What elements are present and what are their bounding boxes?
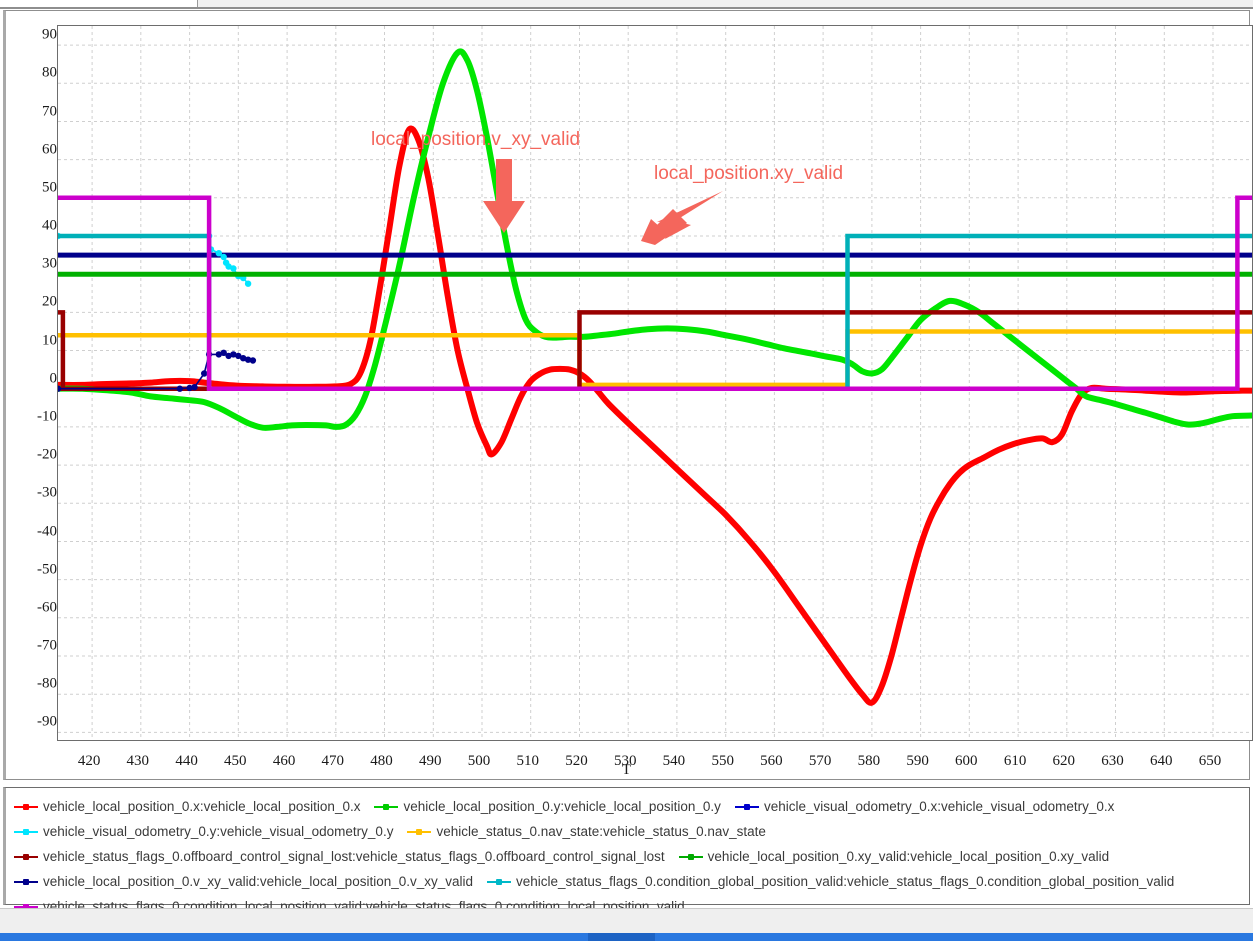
annotation-label-1: local_position.xy_valid [654, 163, 844, 184]
plot-canvas[interactable] [57, 25, 1253, 741]
legend-swatch-icon [487, 875, 512, 889]
legend-swatch-icon [374, 800, 399, 814]
taskbar-segment[interactable] [655, 933, 1253, 941]
x-axis-title: T [621, 762, 632, 778]
x-tick-label: 530 [613, 753, 637, 769]
legend-item-label: vehicle_status_flags_0.condition_global_… [516, 874, 1175, 889]
y-tick-label: 90 [42, 26, 57, 43]
window-chrome [0, 0, 1253, 8]
legend-swatch-icon [14, 900, 38, 914]
x-tick-label: 610 [1003, 753, 1027, 769]
x-axis: 420 430 440 450 460 470 480 490 500 510 520 530 540 5… [6, 747, 1253, 781]
x-tick-label: 600 [955, 753, 978, 769]
y-tick-label: -20 [37, 446, 57, 463]
legend-item-label: vehicle_local_position_0.x:vehicle_local… [43, 799, 361, 814]
y-tick-label: -30 [37, 484, 57, 501]
legend-item-label: vehicle_local_position_0.xy_valid:vehicl… [707, 849, 1110, 864]
legend-item[interactable]: vehicle_local_position_0.x:vehicle_local… [14, 799, 360, 814]
plot-panel: 90 80 70 60 50 40 30 20 10 0 -10 -20 -30 -40 -50 -60 -70… [3, 10, 1253, 781]
legend-item-label: vehicle_visual_odometry_0.x:vehicle_visu… [763, 799, 1115, 814]
legend-row: vehicle_status_flags_0.offboard_control_… [14, 844, 1241, 869]
legend-item[interactable]: vehicle_visual_odometry_0.x:vehicle_visu… [734, 799, 1115, 814]
x-tick-label: 510 [516, 753, 539, 769]
x-tick-label: 430 [126, 753, 150, 769]
y-tick-label: 80 [42, 64, 57, 81]
taskbar-segment[interactable] [0, 933, 588, 941]
x-tick-label: 650 [1198, 753, 1222, 769]
y-tick-label: 40 [42, 217, 57, 234]
x-tick-label: 560 [760, 753, 783, 769]
legend-swatch-icon [14, 850, 38, 864]
legend-row: vehicle_visual_odometry_0.y:vehicle_visu… [14, 819, 1241, 844]
x-tick-label: 540 [662, 753, 686, 769]
legend-item[interactable]: vehicle_visual_odometry_0.y:vehicle_visu… [14, 824, 393, 839]
x-tick-label: 440 [175, 753, 198, 769]
x-tick-label: 480 [370, 753, 393, 769]
legend-row: vehicle_local_position_0.v_xy_valid:vehi… [14, 869, 1241, 894]
legend-row: vehicle_local_position_0.x:vehicle_local… [14, 794, 1241, 819]
legend-swatch-icon [407, 825, 432, 839]
y-tick-label: -70 [37, 637, 57, 654]
y-tick-label: -80 [37, 675, 57, 692]
legend-item[interactable]: vehicle_local_position_0.v_xy_valid:vehi… [14, 874, 473, 889]
legend-swatch-icon [14, 800, 38, 814]
x-tick-label: 570 [808, 753, 832, 769]
x-tick-label: 630 [1101, 753, 1124, 769]
legend-item-label: vehicle_visual_odometry_0.y:vehicle_visu… [43, 824, 394, 839]
legend-item[interactable]: vehicle_status_flags_0.offboard_control_… [14, 849, 665, 864]
annotation-arrow-downleft-icon [641, 191, 723, 245]
x-tick-label: 490 [419, 753, 442, 769]
data-series-layer [58, 48, 1252, 706]
annotation-label-0: local_position.v_xy_valid [371, 129, 581, 150]
y-tick-label: 50 [42, 179, 57, 196]
y-tick-label: -60 [37, 599, 57, 616]
x-tick-label: 420 [77, 753, 101, 769]
x-tick-label: 590 [906, 753, 929, 769]
legend-swatch-icon [14, 825, 38, 839]
window-chrome-divider [0, 7, 1253, 9]
x-tick-label: 550 [711, 753, 734, 769]
y-tick-label: 60 [42, 141, 57, 158]
legend-item-label: vehicle_local_position_0.v_xy_valid:vehi… [43, 874, 474, 889]
annotation-arrow-down-icon [483, 159, 525, 233]
y-tick-label: 70 [42, 103, 57, 119]
x-tick-label: 460 [272, 753, 296, 769]
x-tick-label: 470 [321, 753, 345, 769]
y-tick-label: 20 [42, 293, 57, 310]
legend-item[interactable]: vehicle_local_position_0.y:vehicle_local… [374, 799, 721, 814]
legend-item-label: vehicle_local_position_0.y:vehicle_local… [403, 799, 721, 814]
x-tick-label: 450 [224, 753, 247, 769]
legend-swatch-icon [678, 850, 703, 864]
x-tick-label: 520 [565, 753, 588, 769]
x-tick-label: 640 [1150, 753, 1173, 769]
y-tick-label: 30 [42, 255, 57, 272]
bottom-pane [0, 908, 1253, 934]
x-tick-label: 580 [857, 753, 881, 769]
y-tick-label: 10 [42, 332, 57, 348]
legend-item-label: vehicle_status_flags_0.offboard_control_… [43, 849, 665, 864]
x-tick-label: 500 [467, 753, 491, 769]
taskbar[interactable] [0, 933, 1253, 941]
legend-item[interactable]: vehicle_status_flags_0.condition_global_… [487, 874, 1174, 889]
y-tick-label: -50 [37, 561, 57, 578]
legend-swatch-icon [14, 875, 38, 889]
y-tick-label: -40 [37, 523, 57, 539]
legend-item[interactable]: vehicle_status_0.nav_state:vehicle_statu… [407, 824, 766, 839]
y-tick-label: 0 [49, 370, 58, 387]
chart-legend: vehicle_local_position_0.x:vehicle_local… [3, 787, 1250, 914]
y-axis: 90 80 70 60 50 40 30 20 10 0 -10 -20 -30 -40 -50 -60 -70… [6, 11, 57, 781]
legend-item-label: vehicle_status_0.nav_state:vehicle_statu… [436, 824, 766, 839]
x-tick-label: 620 [1052, 753, 1076, 769]
y-tick-label: -90 [37, 713, 57, 730]
y-tick-label: -10 [37, 408, 57, 425]
legend-swatch-icon [734, 800, 759, 814]
legend-item[interactable]: vehicle_local_position_0.xy_valid:vehicl… [678, 849, 1110, 864]
